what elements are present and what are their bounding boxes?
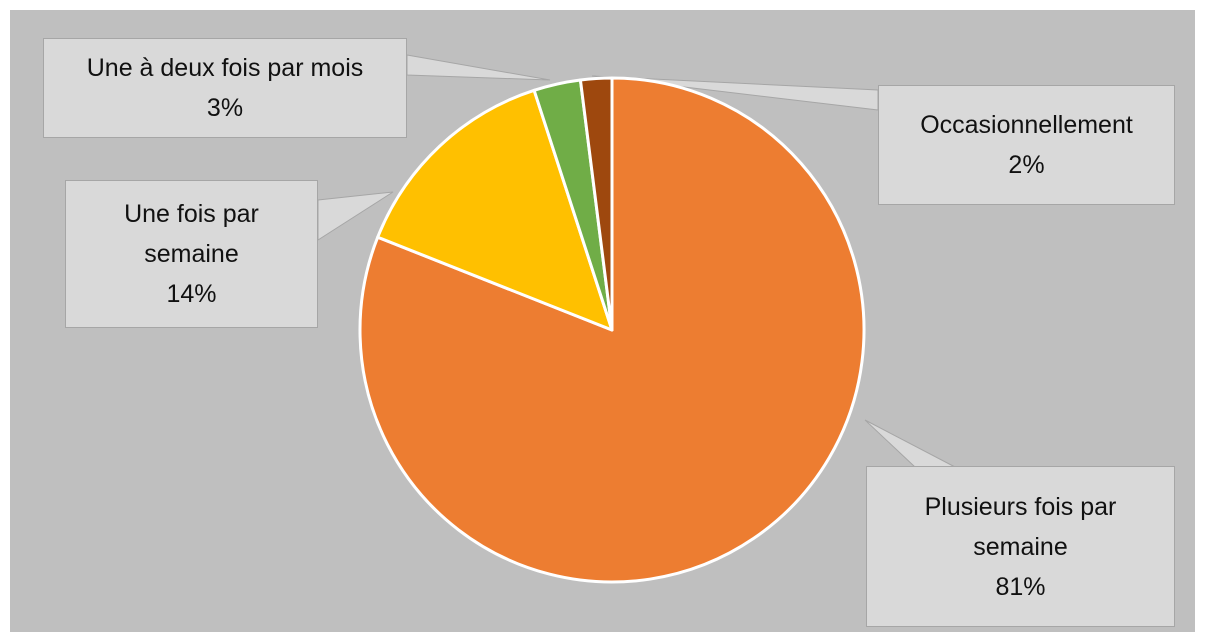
leader-line (317, 191, 394, 241)
category-label: Plusieurs fois par semaine (924, 492, 1117, 561)
data-label: Une à deux fois par mois 3% (43, 38, 407, 138)
slices (358, 76, 866, 584)
pie-slice (578, 76, 614, 332)
leader-line (406, 54, 551, 81)
leader-line (864, 419, 956, 468)
value-label: 81% (995, 572, 1046, 601)
data-label: Plusieurs fois par semaine 81% (866, 466, 1175, 627)
value-label: 2% (1008, 151, 1045, 179)
category-label: Une fois par semaine (124, 200, 259, 268)
category-label: Une à deux fois par mois (86, 54, 364, 82)
data-label: Occasionnellement 2% (878, 85, 1175, 205)
value-label: 3% (206, 94, 244, 122)
category-label: Occasionnellement (920, 111, 1133, 139)
data-label: Une fois par semaine 14% (65, 180, 318, 328)
value-label: 14% (166, 280, 217, 308)
